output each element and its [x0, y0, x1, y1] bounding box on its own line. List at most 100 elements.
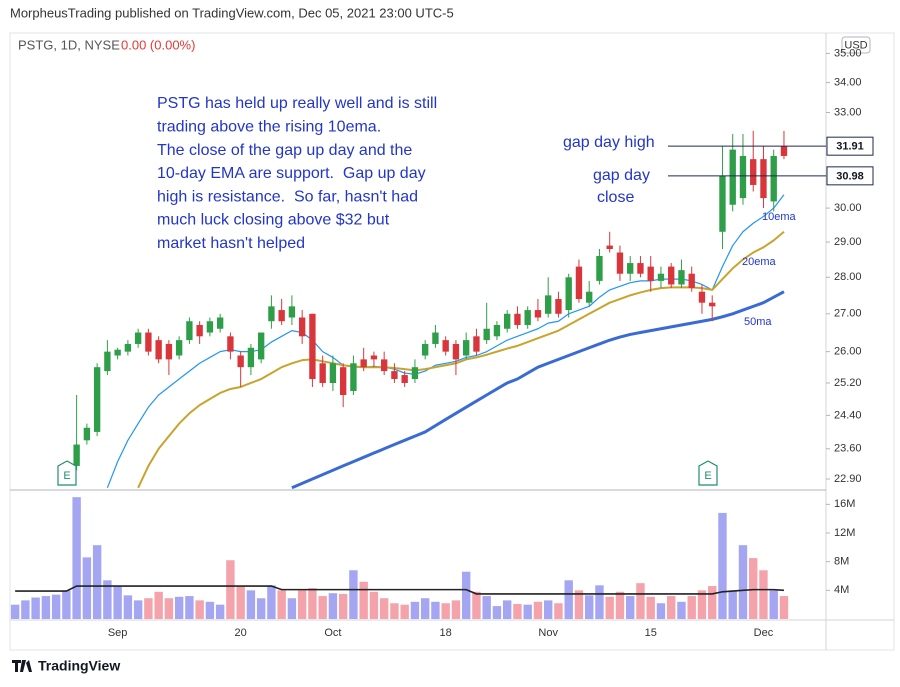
x-tick-label: Nov — [538, 627, 558, 639]
volume-bar — [10, 604, 20, 619]
candle-body — [575, 266, 583, 300]
publisher: MorpheusTrading published on TradingView… — [10, 5, 454, 20]
candle-body — [93, 367, 101, 432]
volume-bar — [420, 598, 430, 619]
candle-body — [452, 343, 460, 360]
volume-bar — [543, 600, 553, 619]
volume-bar — [308, 588, 317, 619]
volume-bar — [513, 603, 522, 619]
candle-body — [401, 375, 408, 383]
volume-bar — [605, 596, 614, 619]
candle-body — [73, 444, 80, 466]
volume-bar — [656, 603, 666, 619]
ma-label: 50ma — [744, 316, 772, 328]
candle-body — [442, 340, 449, 352]
candle-body — [483, 328, 490, 341]
volume-bar — [62, 590, 71, 619]
candle-body — [463, 340, 470, 356]
earnings-marker — [57, 460, 77, 486]
candle-body — [616, 252, 624, 274]
volume-bar — [133, 600, 143, 619]
volume-bar — [533, 601, 543, 619]
volume-bar — [728, 590, 737, 619]
annotation: market hasn't helped — [157, 235, 305, 252]
volume-bar — [92, 545, 102, 619]
y-tick-label: 24.40 — [834, 409, 862, 421]
candle-body — [339, 367, 347, 395]
volume-bar — [441, 603, 450, 619]
candle-body — [493, 324, 501, 337]
volume-bar — [431, 601, 440, 619]
volume-bar — [318, 596, 327, 619]
x-tick-label: 20 — [235, 627, 247, 639]
currency-box[interactable] — [841, 36, 871, 54]
candle-body — [319, 363, 326, 383]
earnings-marker — [698, 460, 718, 486]
volume-bar — [564, 580, 573, 619]
volume-bar — [574, 590, 584, 619]
volume-bar — [359, 581, 368, 619]
volume-bar — [625, 596, 635, 619]
volume-bar — [636, 583, 645, 619]
candle-body — [555, 299, 562, 314]
candle-body — [739, 155, 747, 199]
x-tick-label: Dec — [754, 627, 774, 639]
candle-body — [257, 332, 265, 360]
volume-bar — [185, 596, 194, 619]
volume-bar — [164, 598, 174, 619]
logo — [12, 660, 32, 672]
volume-bar — [523, 604, 532, 619]
volume-bar — [379, 598, 389, 619]
volume-bar — [451, 600, 461, 619]
y-tick-label: 35.00 — [834, 47, 862, 59]
price-line-text: gap day — [593, 167, 650, 184]
candle-body — [698, 291, 706, 303]
y-tick-label: 29.00 — [834, 236, 862, 248]
candle-body — [657, 273, 665, 281]
volume-bar — [72, 497, 81, 619]
volume-bar — [328, 593, 338, 619]
volume-bar — [749, 558, 758, 619]
volume-bar — [31, 597, 40, 619]
candle-body — [196, 324, 203, 337]
volume-bar — [174, 596, 184, 619]
candle-body — [268, 306, 275, 322]
candle-body — [237, 355, 244, 368]
candle-body — [514, 313, 521, 325]
annotation: PSTG has held up really well and is stil… — [157, 95, 437, 112]
volume-bar — [759, 570, 768, 619]
volume-bar — [113, 586, 122, 619]
volume-bar — [154, 591, 163, 619]
volume-bar — [718, 512, 727, 619]
candle-body — [104, 351, 111, 372]
y-tick-label: 28.00 — [834, 271, 862, 283]
candle-body — [709, 302, 716, 307]
volume-bar — [144, 598, 153, 619]
candle-body — [247, 347, 255, 368]
annotation: The close of the gap up day and the — [157, 142, 412, 159]
volume-bar — [349, 570, 358, 619]
annotation: 10-day EMA are support. Gap up day — [157, 165, 426, 182]
candle-body — [175, 340, 183, 356]
candle-body — [411, 367, 419, 380]
candle-body — [298, 317, 306, 337]
volume-bar — [226, 560, 235, 619]
price-label: 30.98 — [836, 170, 864, 182]
candle-body — [524, 310, 531, 325]
price-line-text: gap day high — [563, 134, 655, 151]
candle-body — [637, 263, 644, 274]
candle-body — [688, 273, 695, 289]
volume-ma — [15, 585, 785, 595]
x-tick-label: Sep — [108, 627, 128, 639]
y2-tick-label: 12M — [834, 527, 855, 539]
candle-body — [155, 340, 162, 360]
candle-body — [165, 343, 173, 360]
volume-bar — [667, 596, 676, 619]
y-tick-label: 34.00 — [834, 76, 862, 88]
frame — [9, 32, 895, 651]
candle-body — [678, 270, 685, 285]
y-tick-label: 23.60 — [834, 443, 862, 455]
annotation: trading above the rising 10ema. — [157, 119, 381, 136]
candle-body — [360, 359, 367, 368]
